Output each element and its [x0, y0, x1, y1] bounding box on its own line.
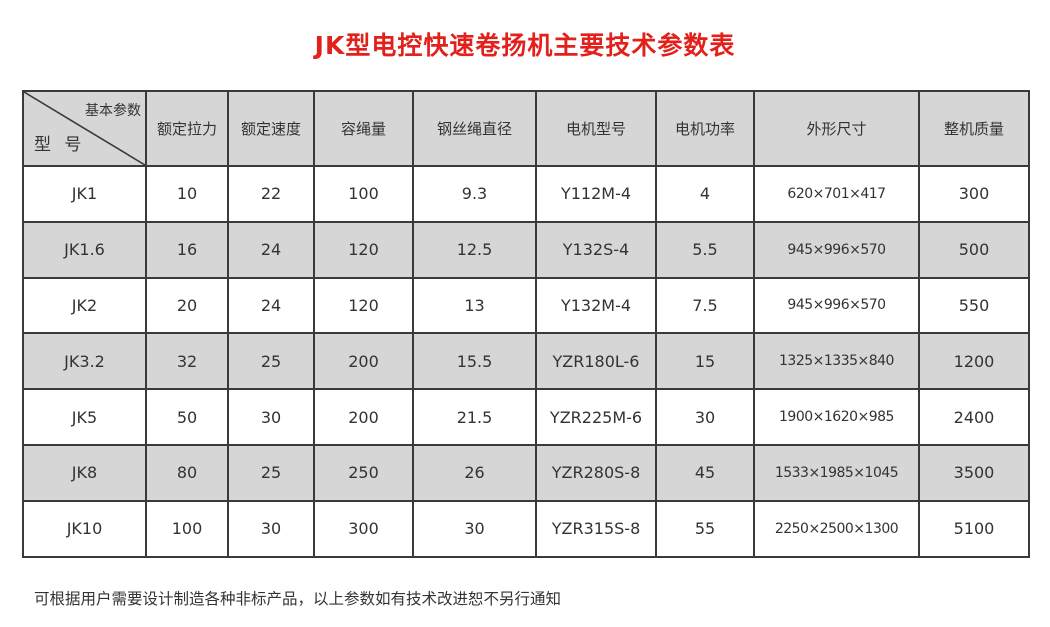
- table-cell: 300: [918, 165, 1030, 223]
- table-cell: 21.5: [412, 388, 537, 446]
- table-cell: 1325×1335×840: [753, 332, 920, 391]
- table-cell: 5.5: [655, 220, 755, 279]
- table-cell: 12.5: [412, 220, 537, 279]
- corner-bottom-label: 型 号: [34, 135, 86, 155]
- column-header: 额定拉力: [145, 90, 229, 167]
- table-cell: 30: [227, 499, 315, 558]
- table-cell: YZR180L-6: [535, 332, 657, 391]
- table-cell: 120: [313, 220, 414, 279]
- column-header: 外形尺寸: [753, 90, 920, 167]
- table-cell: 1200: [918, 332, 1030, 391]
- table-cell: 1533×1985×1045: [753, 443, 920, 502]
- column-header: 钢丝绳直径: [412, 90, 537, 167]
- table-cell: YZR225M-6: [535, 388, 657, 446]
- table-cell: 45: [655, 443, 755, 502]
- table-cell: Y112M-4: [535, 165, 657, 223]
- model-cell: JK8: [22, 443, 147, 502]
- table-cell: 620×701×417: [753, 165, 920, 223]
- spec-table: 基本参数 型 号 额定拉力 额定速度 容绳量 钢丝绳直径 电机型号 电机功率 外…: [22, 90, 1030, 558]
- footer-note: 可根据用户需要设计制造各种非标产品，以上参数如有技术改进恕不另行通知: [34, 590, 562, 608]
- table-cell: 20: [145, 276, 229, 335]
- table-cell: 22: [227, 165, 315, 223]
- table-cell: 2250×2500×1300: [753, 499, 920, 558]
- table-cell: 16: [145, 220, 229, 279]
- table-cell: 100: [313, 165, 414, 223]
- table-cell: 80: [145, 443, 229, 502]
- table-cell: 15.5: [412, 332, 537, 391]
- table-cell: 55: [655, 499, 755, 558]
- column-header: 容绳量: [313, 90, 414, 167]
- table-cell: 25: [227, 443, 315, 502]
- table-row: JK2 20 24 120 13 Y132M-4 7.5 945×996×570 550: [22, 276, 1030, 335]
- table-cell: 32: [145, 332, 229, 391]
- corner-header: 基本参数 型 号: [22, 90, 147, 167]
- table-row: JK1 10 22 100 9.3 Y112M-4 4 620×701×417 300: [22, 165, 1030, 223]
- table-cell: 5100: [918, 499, 1030, 558]
- table-cell: 200: [313, 388, 414, 446]
- table-cell: 3500: [918, 443, 1030, 502]
- table-cell: 26: [412, 443, 537, 502]
- table-cell: YZR280S-8: [535, 443, 657, 502]
- table-row: JK1.6 16 24 120 12.5 Y132S-4 5.5 945×996×570 500: [22, 220, 1030, 279]
- page-title: JK型电控快速卷扬机主要技术参数表: [314, 31, 736, 60]
- table-cell: 30: [227, 388, 315, 446]
- table-cell: 13: [412, 276, 537, 335]
- table-cell: 945×996×570: [753, 220, 920, 279]
- table-cell: 15: [655, 332, 755, 391]
- model-cell: JK5: [22, 388, 147, 446]
- table-cell: 1900×1620×985: [753, 388, 920, 446]
- table-cell: 200: [313, 332, 414, 391]
- table-cell: YZR315S-8: [535, 499, 657, 558]
- model-cell: JK1: [22, 165, 147, 223]
- model-cell: JK1.6: [22, 220, 147, 279]
- table-cell: 25: [227, 332, 315, 391]
- model-cell: JK3.2: [22, 332, 147, 391]
- table-cell: 250: [313, 443, 414, 502]
- model-cell: JK10: [22, 499, 147, 558]
- corner-top-label: 基本参数: [85, 103, 141, 119]
- table-cell: 945×996×570: [753, 276, 920, 335]
- table-cell: 550: [918, 276, 1030, 335]
- table-cell: 100: [145, 499, 229, 558]
- table-cell: 500: [918, 220, 1030, 279]
- table-row: JK3.2 32 25 200 15.5 YZR180L-6 15 1325×1335×840…: [22, 332, 1030, 391]
- table-cell: Y132S-4: [535, 220, 657, 279]
- table-cell: 2400: [918, 388, 1030, 446]
- table-cell: 4: [655, 165, 755, 223]
- model-cell: JK2: [22, 276, 147, 335]
- header-row: 基本参数 型 号 额定拉力 额定速度 容绳量 钢丝绳直径 电机型号 电机功率 外…: [22, 90, 1030, 167]
- table-cell: 30: [655, 388, 755, 446]
- diagonal-divider: [24, 92, 145, 165]
- column-header: 额定速度: [227, 90, 315, 167]
- column-header: 电机功率: [655, 90, 755, 167]
- table-cell: 30: [412, 499, 537, 558]
- table-cell: Y132M-4: [535, 276, 657, 335]
- table-cell: 7.5: [655, 276, 755, 335]
- column-header: 整机质量: [918, 90, 1030, 167]
- table-cell: 24: [227, 276, 315, 335]
- table-cell: 10: [145, 165, 229, 223]
- table-cell: 9.3: [412, 165, 537, 223]
- table-row: JK10 100 30 300 30 YZR315S-8 55 2250×2500×1300 5…: [22, 499, 1030, 558]
- table-row: JK8 80 25 250 26 YZR280S-8 45 1533×1985×1045 350…: [22, 443, 1030, 502]
- table-cell: 50: [145, 388, 229, 446]
- table-row: JK5 50 30 200 21.5 YZR225M-6 30 1900×1620×985 24…: [22, 388, 1030, 446]
- table-cell: 300: [313, 499, 414, 558]
- table-cell: 24: [227, 220, 315, 279]
- table-cell: 120: [313, 276, 414, 335]
- column-header: 电机型号: [535, 90, 657, 167]
